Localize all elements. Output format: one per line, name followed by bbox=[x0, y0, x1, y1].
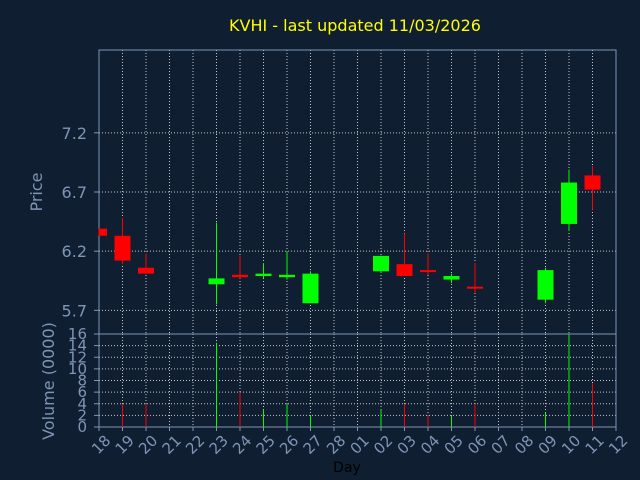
volume-tick-label: 16 bbox=[68, 325, 87, 343]
x-tick-labels: 1819202122232425262728010203040506070809… bbox=[88, 427, 631, 458]
x-tick-label: 24 bbox=[229, 432, 255, 458]
candle-body bbox=[584, 175, 601, 190]
price-tick-label: 6.2 bbox=[62, 242, 87, 261]
candle-body bbox=[443, 276, 460, 280]
candle-body bbox=[208, 278, 225, 285]
price-axis-label: Price bbox=[27, 172, 46, 211]
x-tick-label: 06 bbox=[464, 432, 490, 458]
x-tick-label: 10 bbox=[558, 432, 584, 458]
volume-grid bbox=[98, 333, 617, 428]
x-tick-label: 20 bbox=[135, 432, 161, 458]
volume-tick-label: 10 bbox=[68, 360, 87, 378]
volume-tick-label: 2 bbox=[77, 406, 87, 424]
candle-body bbox=[255, 273, 272, 277]
candle-body bbox=[420, 270, 436, 273]
x-tick-label: 02 bbox=[370, 432, 396, 458]
x-tick-label: 22 bbox=[182, 432, 208, 458]
x-tick-label: 21 bbox=[159, 432, 185, 458]
candle-body bbox=[302, 273, 319, 304]
candle-body bbox=[561, 182, 577, 224]
x-tick-label: 19 bbox=[112, 432, 138, 458]
volume-tick-label: 12 bbox=[68, 348, 87, 366]
volume-tick-label: 14 bbox=[68, 337, 87, 355]
x-tick-label: 27 bbox=[300, 432, 326, 458]
candle-body bbox=[279, 274, 295, 278]
volume-tick-label: 8 bbox=[77, 372, 87, 390]
x-tick-label: 01 bbox=[347, 432, 373, 458]
volume-tick-label: 0 bbox=[77, 418, 87, 436]
candle-body bbox=[114, 235, 131, 261]
x-tick-label: 05 bbox=[441, 432, 467, 458]
price-tick-label: 7.2 bbox=[62, 124, 87, 143]
volume-tick-label: 6 bbox=[77, 383, 87, 401]
x-tick-label: 03 bbox=[394, 432, 420, 458]
x-tick-label: 11 bbox=[582, 432, 608, 458]
price-tick-label: 5.7 bbox=[62, 301, 87, 320]
candles bbox=[98, 165, 601, 305]
volume-axis-label: Volume (0000) bbox=[39, 322, 58, 440]
price-tick-label: 6.7 bbox=[62, 183, 87, 202]
x-tick-label: 28 bbox=[323, 432, 349, 458]
x-tick-label: 12 bbox=[605, 432, 631, 458]
candle-body bbox=[232, 274, 248, 278]
x-tick-label: 04 bbox=[417, 432, 443, 458]
x-tick-label: 07 bbox=[488, 432, 514, 458]
x-tick-label: 18 bbox=[88, 432, 114, 458]
x-tick-label: 25 bbox=[253, 432, 279, 458]
candle-body bbox=[99, 228, 107, 236]
candle-body bbox=[138, 267, 154, 274]
candle-body bbox=[537, 270, 554, 300]
candle-body bbox=[467, 286, 483, 289]
x-tick-label: 26 bbox=[276, 432, 302, 458]
x-axis-label: Day bbox=[333, 460, 361, 476]
volume-bars bbox=[122, 334, 593, 427]
x-tick-label: 08 bbox=[511, 432, 537, 458]
candle-body bbox=[396, 264, 413, 277]
x-tick-label: 23 bbox=[206, 432, 232, 458]
chart-title: KVHI - last updated 11/03/2026 bbox=[229, 16, 481, 35]
x-tick-label: 09 bbox=[535, 432, 561, 458]
price-y-ticks: 7.2 6.7 6.2 5.7 bbox=[62, 124, 99, 320]
volume-tick-label: 4 bbox=[77, 395, 87, 413]
candle-body bbox=[373, 255, 389, 272]
